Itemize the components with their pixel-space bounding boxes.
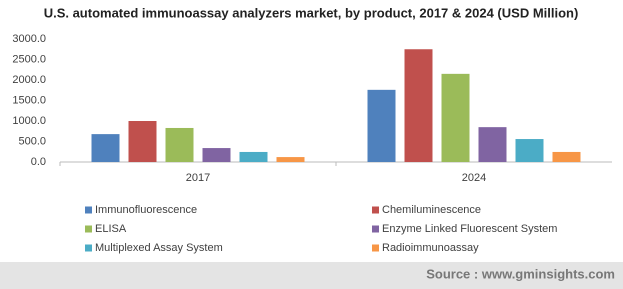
legend-label: Multiplexed Assay System bbox=[95, 242, 223, 254]
bar bbox=[239, 151, 268, 162]
x-tick-label: 2024 bbox=[462, 172, 486, 184]
y-tick-label: 1500.0 bbox=[12, 94, 46, 106]
y-tick-label: 0.0 bbox=[31, 156, 46, 168]
bar bbox=[515, 139, 544, 162]
legend-label: Radioimmunoassay bbox=[382, 242, 479, 254]
chart-title: U.S. automated immunoassay analyzers mar… bbox=[44, 5, 579, 20]
bar bbox=[441, 73, 470, 162]
y-tick-label: 500.0 bbox=[18, 135, 46, 147]
legend-swatch bbox=[85, 206, 92, 214]
legend-swatch bbox=[372, 244, 379, 252]
bar bbox=[202, 148, 231, 162]
bar bbox=[165, 127, 194, 162]
bar bbox=[404, 49, 433, 162]
y-tick-label: 3000.0 bbox=[12, 33, 46, 45]
legend-swatch bbox=[85, 225, 92, 233]
y-tick-label: 1000.0 bbox=[12, 115, 46, 127]
footer-band bbox=[0, 262, 623, 289]
bar bbox=[91, 134, 120, 162]
y-tick-label: 2500.0 bbox=[12, 53, 46, 65]
legend-swatch bbox=[372, 206, 379, 214]
legend-label: Immunofluorescence bbox=[95, 204, 197, 216]
source: Source : www.gminsights.com bbox=[426, 266, 615, 281]
bar bbox=[128, 121, 157, 162]
bar bbox=[276, 157, 305, 162]
legend-label: Enzyme Linked Fluorescent System bbox=[382, 223, 557, 235]
x-tick-label: 2017 bbox=[186, 172, 210, 184]
bar bbox=[552, 151, 581, 162]
legend-label: Chemiluminescence bbox=[382, 204, 481, 216]
bar bbox=[478, 127, 507, 162]
legend-swatch bbox=[372, 225, 379, 233]
legend-swatch bbox=[85, 244, 92, 252]
bar bbox=[367, 89, 396, 162]
y-tick-label: 2000.0 bbox=[12, 74, 46, 86]
legend-label: ELISA bbox=[95, 223, 127, 235]
